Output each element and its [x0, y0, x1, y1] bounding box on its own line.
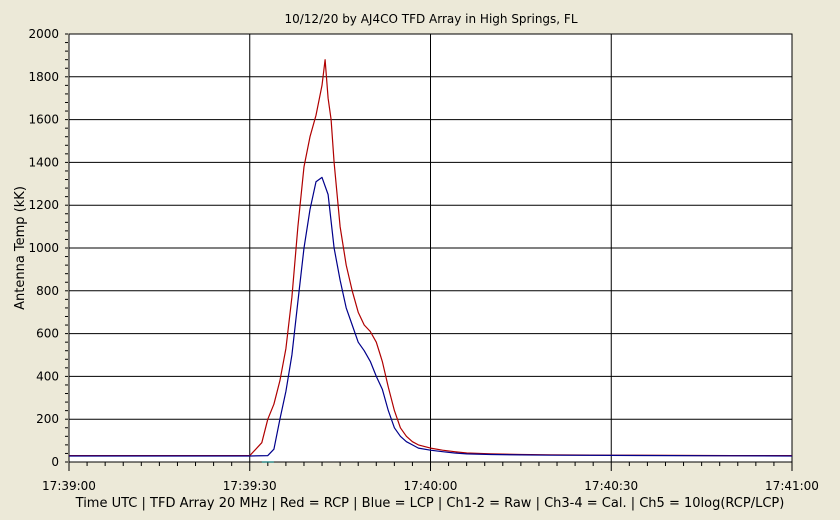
series-line-rcp	[69, 59, 792, 457]
y-axis-label: Antenna Temp (kK)	[13, 186, 28, 310]
series-line-lcp	[69, 176, 793, 457]
y-tick-label: 800	[36, 284, 59, 298]
chart-title: 10/12/20 by AJ4CO TFD Array in High Spri…	[284, 12, 577, 26]
x-tick-labels: 17:39:00 17:39:30 17:40:00 17:40:30 17:41:00	[42, 479, 819, 493]
x-tick-label: 17:39:30	[223, 479, 277, 493]
x-tick-label: 17:40:30	[584, 479, 638, 493]
footer-caption: Time UTC | TFD Array 20 MHz | Red = RCP …	[75, 496, 785, 511]
y-tick-label: 1200	[28, 198, 59, 212]
series	[69, 59, 793, 463]
y-tick-label: 400	[36, 369, 59, 383]
y-tick-label: 1400	[28, 155, 59, 169]
y-tick-label: 200	[36, 412, 59, 426]
y-tick-label: 0	[51, 455, 59, 469]
y-tick-label: 1800	[28, 70, 59, 84]
minor-ticks	[65, 33, 793, 471]
y-tick-label: 600	[36, 327, 59, 341]
gridlines	[69, 34, 792, 462]
y-tick-label: 1000	[28, 241, 59, 255]
x-tick-label: 17:39:00	[42, 479, 96, 493]
y-tick-labels: 0 200 400 600 800 1000 1200 1400 1600 1800 2000	[28, 27, 59, 469]
y-tick-label: 1600	[28, 113, 59, 127]
x-tick-label: 17:40:00	[404, 479, 458, 493]
y-tick-label: 2000	[28, 27, 59, 41]
x-tick-label: 17:41:00	[765, 479, 819, 493]
